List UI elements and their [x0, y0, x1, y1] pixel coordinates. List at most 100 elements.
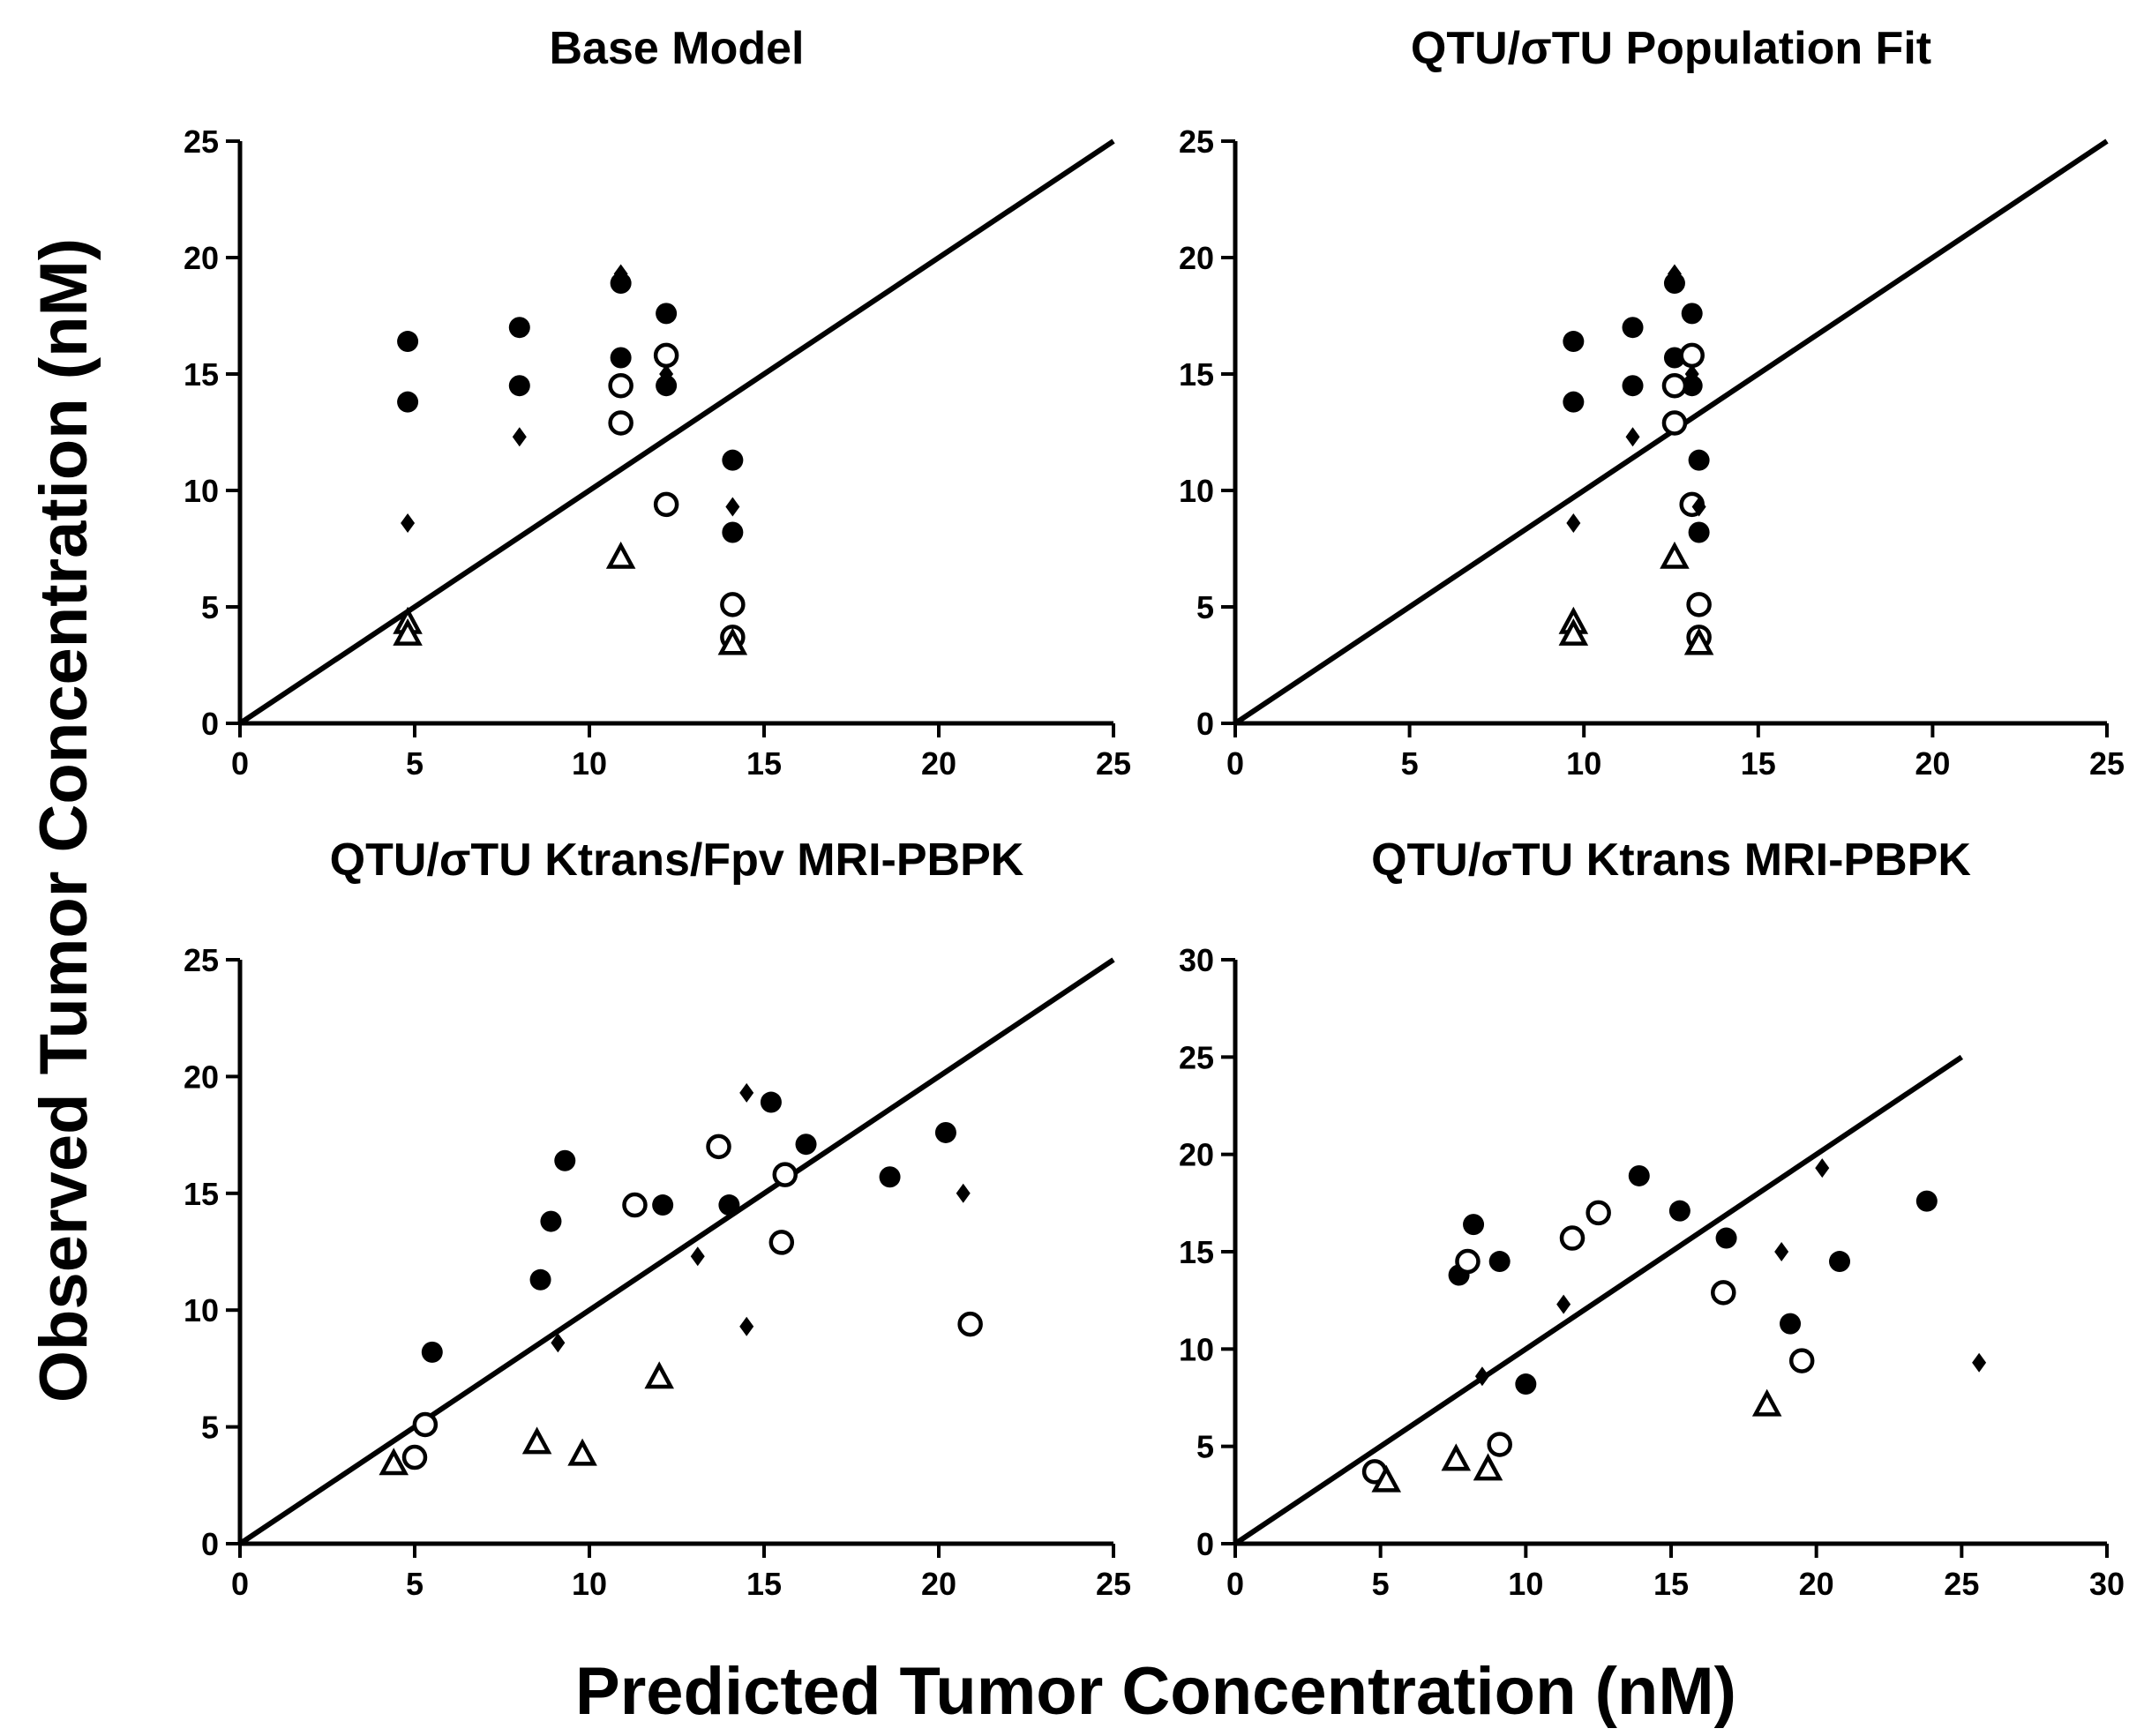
data-point-filled-circle [1515, 1373, 1537, 1396]
data-point-open-triangle [1683, 627, 1714, 655]
data-point-filled-circle [1715, 1227, 1737, 1249]
x-tick-label: 20 [921, 1566, 956, 1602]
y-tick-label: 10 [184, 1292, 219, 1328]
data-point-diamond [739, 1082, 754, 1103]
panel-ktrans-fpv: QTU/σTU Ktrans/Fpv MRI-PBPK 0 5 10 15 20 25 0 5 1… [184, 834, 1131, 1602]
y-tick-label: 30 [1179, 942, 1214, 978]
data-point-open-triangle [1660, 541, 1690, 569]
data-point-open-circle [1661, 372, 1688, 399]
y-tick-label: 15 [184, 356, 219, 393]
y-tick-label: 15 [1179, 1234, 1214, 1270]
y-tick-label: 0 [201, 1526, 219, 1562]
data-point-filled-circle [722, 521, 744, 543]
y-tick-label: 5 [201, 589, 219, 625]
data-point-open-circle [1586, 1200, 1611, 1226]
data-point-filled-circle [795, 1134, 817, 1156]
data-point-open-circle [608, 410, 633, 436]
x-tick-label: 10 [1566, 745, 1601, 782]
data-point-diamond [1625, 427, 1640, 447]
data-point-filled-circle [652, 1194, 674, 1216]
data-point-filled-circle [508, 317, 530, 339]
y-tick-label: 5 [201, 1410, 219, 1446]
data-point-open-circle [622, 1192, 648, 1218]
data-point-open-triangle [379, 1448, 409, 1476]
y-tick-label: 20 [184, 240, 219, 276]
data-point-filled-circle [1563, 391, 1585, 413]
x-tick-label: 15 [746, 1566, 782, 1602]
data-point-filled-circle [1681, 303, 1703, 325]
data-point-filled-circle [1688, 449, 1710, 471]
x-tick-label: 20 [1915, 745, 1950, 782]
x-tick-label: 5 [406, 745, 424, 782]
x-tick-label: 0 [231, 1566, 249, 1602]
data-point-open-circle [706, 1134, 731, 1160]
data-point-filled-circle [397, 391, 419, 413]
data-point-diamond [1972, 1352, 1987, 1373]
data-point-diamond [1815, 1158, 1830, 1179]
data-point-filled-circle [508, 375, 530, 397]
data-point-filled-circle [718, 1194, 740, 1216]
data-point-filled-circle [760, 1091, 782, 1113]
data-point-open-circle [401, 1444, 428, 1470]
panel-title: Base Model [550, 23, 805, 74]
identity-line [1233, 1054, 1964, 1546]
data-point-open-circle [1679, 342, 1705, 369]
y-tick-label: 5 [1196, 1429, 1214, 1465]
data-point-filled-circle [529, 1268, 551, 1291]
x-tick-label: 5 [406, 1566, 424, 1602]
data-point-open-triangle [1473, 1453, 1503, 1481]
data-point-filled-circle [1780, 1313, 1802, 1335]
y-tick-label: 10 [1179, 1331, 1214, 1367]
identity-line [238, 957, 1115, 1546]
data-point-open-circle [768, 1230, 795, 1255]
y-tick-label: 15 [1179, 356, 1214, 393]
x-tick-label: 10 [572, 1566, 607, 1602]
data-point-open-triangle [605, 541, 636, 569]
x-tick-label: 30 [2089, 1566, 2125, 1602]
x-tick-label: 15 [1653, 1566, 1689, 1602]
data-point-diamond [956, 1183, 971, 1203]
x-axis-label: Predicted Tumor Concentration (nM) [575, 1654, 1736, 1729]
data-point-filled-circle [1563, 331, 1585, 353]
panel-base-model: Base Model 0 5 10 15 20 25 0 5 10 15 20 25 [184, 23, 1131, 782]
data-point-diamond [613, 264, 628, 284]
y-tick-label: 20 [184, 1059, 219, 1095]
data-point-open-triangle [521, 1426, 552, 1455]
panel-title: QTU/σTU Population Fit [1411, 23, 1931, 74]
data-point-filled-circle [1463, 1214, 1485, 1236]
data-point-filled-circle [1488, 1251, 1511, 1273]
data-point-filled-circle [934, 1121, 956, 1143]
x-tick-label: 25 [1944, 1566, 1979, 1602]
y-tick-label: 10 [1179, 473, 1214, 509]
x-tick-label: 20 [1799, 1566, 1834, 1602]
panel-ktrans: QTU/σTU Ktrans MRI-PBPK 0 5 10 15 20 25 30 0 5 10 1… [1179, 834, 2125, 1602]
data-point-open-circle [412, 1411, 439, 1438]
y-tick-label: 0 [201, 706, 219, 742]
y-axis-label: Observed Tumor Concentration (nM) [26, 238, 101, 1403]
data-point-open-circle [653, 342, 679, 369]
x-tick-label: 5 [1401, 745, 1419, 782]
y-tick-label: 20 [1179, 240, 1214, 276]
data-point-open-circle [720, 592, 746, 617]
x-tick-label: 15 [1741, 745, 1776, 782]
x-tick-label: 25 [2089, 745, 2125, 782]
x-tick-label: 0 [1226, 745, 1244, 782]
data-point-diamond [739, 1316, 754, 1336]
data-point-diamond [512, 427, 527, 447]
y-tick-label: 25 [184, 942, 219, 978]
data-point-filled-circle [656, 303, 678, 325]
data-point-diamond [659, 364, 674, 384]
data-point-filled-circle [1668, 1200, 1690, 1222]
x-tick-label: 10 [1508, 1566, 1543, 1602]
data-point-filled-circle [1622, 317, 1644, 339]
data-point-open-triangle [567, 1438, 597, 1466]
panel-title: QTU/σTU Ktrans/Fpv MRI-PBPK [330, 834, 1024, 886]
data-point-open-circle [653, 491, 679, 518]
data-point-open-triangle [644, 1361, 674, 1389]
x-tick-label: 25 [1096, 1566, 1131, 1602]
data-point-filled-circle [1622, 375, 1644, 397]
data-point-open-triangle [1441, 1443, 1472, 1471]
data-point-filled-circle [540, 1210, 562, 1232]
data-point-diamond [690, 1246, 705, 1267]
